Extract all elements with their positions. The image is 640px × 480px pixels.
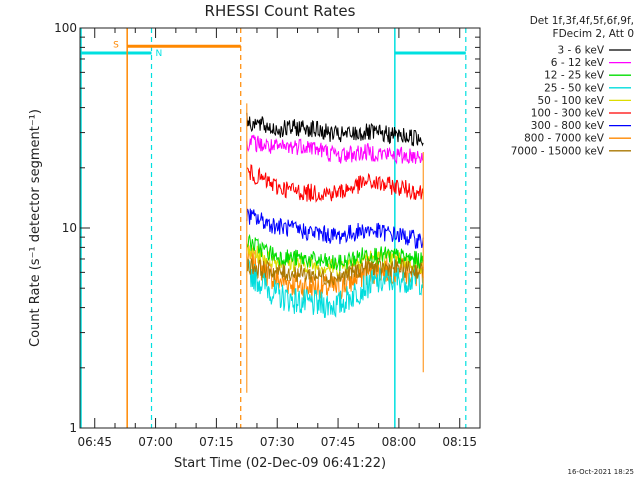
y-tick-label: 10 [62,221,77,235]
series-line [246,258,424,318]
x-tick-label: 07:45 [321,435,356,449]
legend-entry-label: 6 - 12 keV [551,57,605,69]
legend-entry-label: 7000 - 15000 keV [511,145,605,157]
x-tick-label: 06:45 [77,435,112,449]
series-layer [246,103,424,393]
y-tick-label: 100 [54,21,77,35]
legend-header-line-2: FDecim 2, Att 0 [553,28,634,40]
x-tick-label: 07:30 [260,435,295,449]
y-axis-label: Count Rate (s⁻¹ detector segment⁻¹) [28,109,43,347]
x-tick-label: 08:00 [382,435,417,449]
x-axis-ticks: 06:45 07:00 07:15 07:30 07:45 08:00 08:15 [77,28,481,449]
series-line [246,233,424,272]
y-axis-ticks: 1 10 100 [54,21,480,435]
markers-layer: N S [80,28,467,428]
legend-entry-label: 300 - 800 keV [531,120,605,132]
x-tick-label: 08:15 [442,435,477,449]
legend-entry-label: 50 - 100 keV [537,95,604,107]
legend-entry-label: 3 - 6 keV [557,45,604,57]
legend: Det 1f,3f,4f,5f,6f,9f, FDecim 2, Att 0 3… [511,15,634,157]
x-tick-label: 07:15 [199,435,234,449]
night-label: N [156,49,163,59]
y-tick-label: 1 [69,421,77,435]
x-tick-label: 07:00 [138,435,173,449]
x-axis-label: Start Time (02-Dec-09 06:41:22) [174,456,386,471]
legend-entry-label: 800 - 7000 keV [524,133,605,145]
series-line [246,208,424,249]
series-line [246,257,424,287]
legend-entry-label: 12 - 25 keV [544,70,605,82]
series-line [246,112,424,147]
chart-title: RHESSI Count Rates [205,2,356,20]
saa-label: S [113,40,119,50]
generated-timestamp: 16-Oct-2021 18:25 [568,468,634,476]
legend-header-line-1: Det 1f,3f,4f,5f,6f,9f, [530,15,634,27]
series-line [246,134,424,165]
legend-entry-label: 25 - 50 keV [544,82,605,94]
series-line [246,164,424,203]
legend-entry-label: 100 - 300 keV [531,108,605,120]
